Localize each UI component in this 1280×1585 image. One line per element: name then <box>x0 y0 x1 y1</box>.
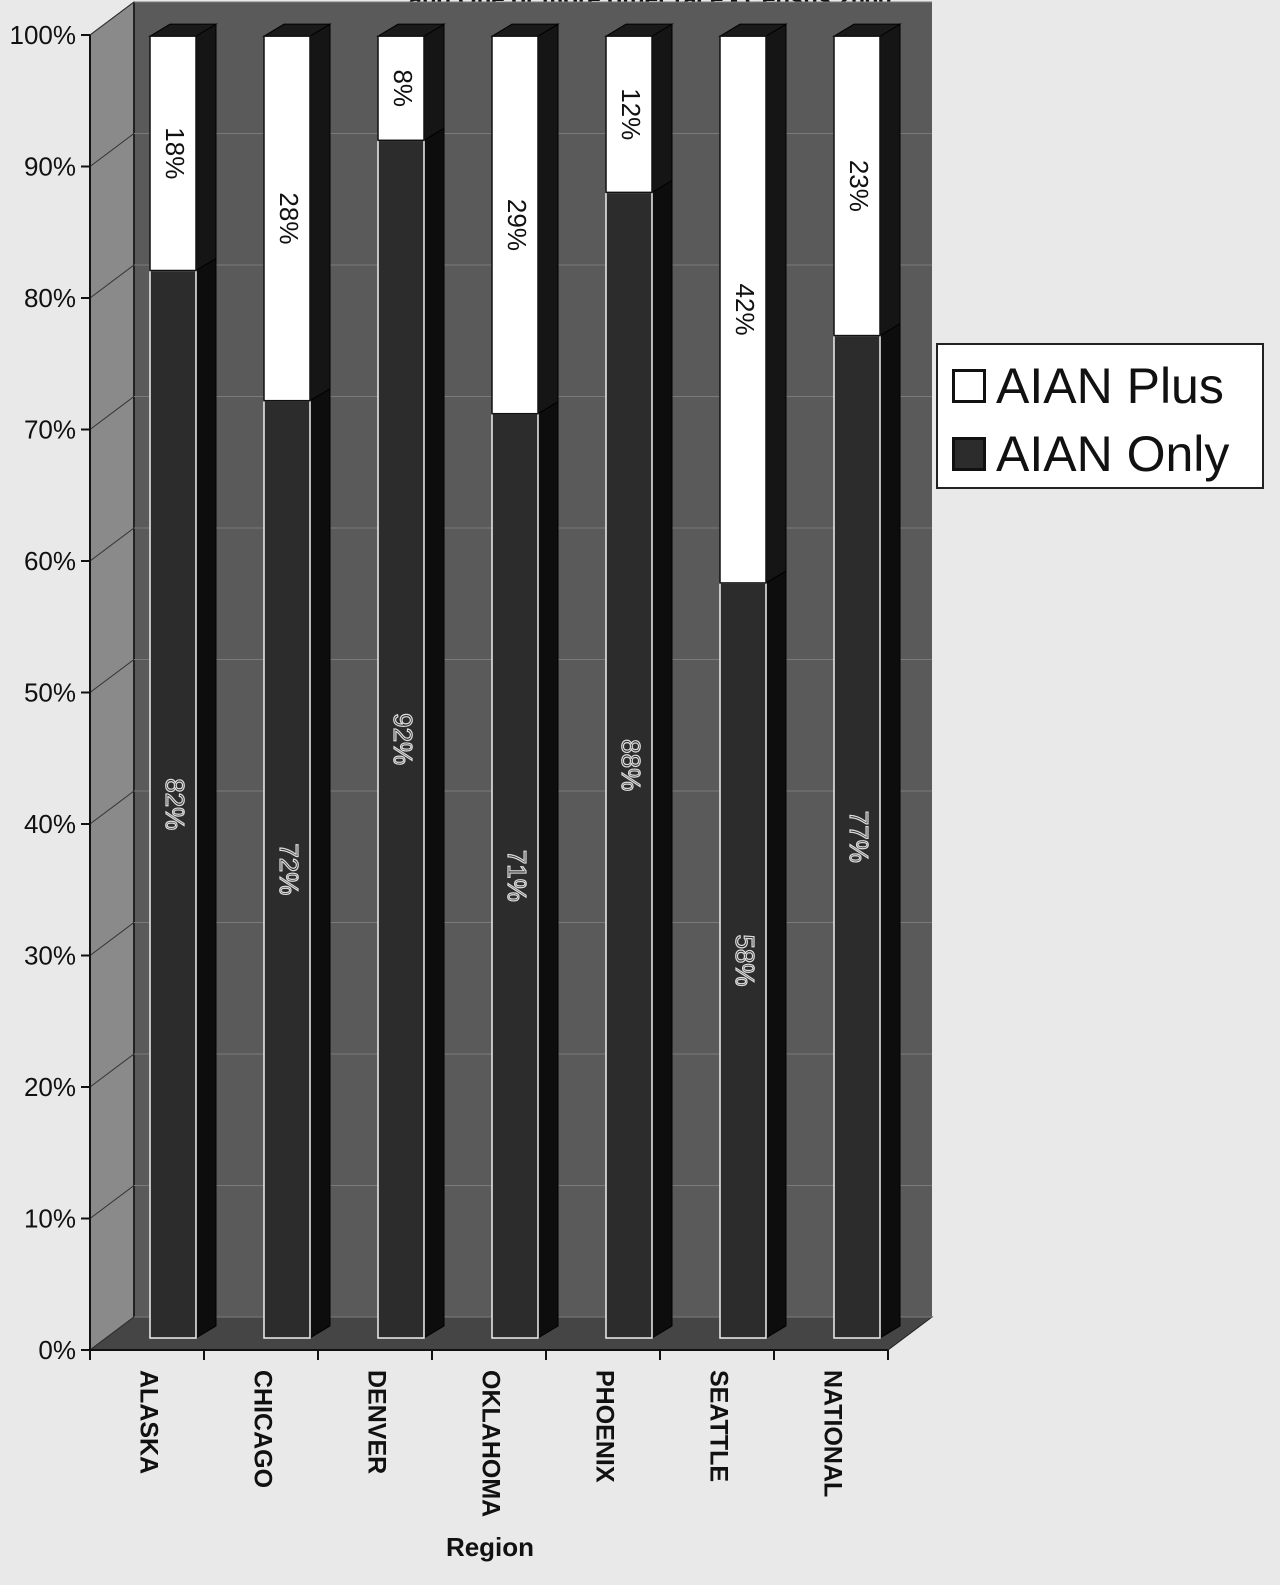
y-tick-label: 80% <box>24 283 76 313</box>
bar-aian-only <box>263 399 311 1339</box>
bar-aian-plus <box>719 35 767 584</box>
y-tick-label: 60% <box>24 546 76 576</box>
bar-side-aian-plus <box>537 23 559 415</box>
x-tick-label: SEATTLE <box>704 1370 732 1482</box>
data-label-aian-plus: 42% <box>730 284 760 336</box>
bar-aian-only <box>833 334 881 1339</box>
gridline-side <box>89 396 135 430</box>
y-tick-label: 40% <box>24 809 76 839</box>
gridline-side <box>89 1053 135 1088</box>
x-tick-label: PHOENIX <box>590 1370 618 1483</box>
bar-side-aian-only <box>651 179 673 1339</box>
bar-aian-only <box>377 139 425 1339</box>
bar-side-aian-only <box>309 387 331 1339</box>
bar-aian-only <box>149 269 197 1339</box>
y-tick-label: 30% <box>24 941 76 971</box>
bar-side-aian-only <box>765 570 787 1339</box>
gridline-side <box>89 264 135 299</box>
gridline-side <box>89 790 135 825</box>
y-tick-label: 70% <box>24 415 76 445</box>
bar-side-aian-plus <box>195 23 217 272</box>
y-tick-label: 90% <box>24 152 76 182</box>
data-label-aian-only: 88% <box>616 739 646 791</box>
data-label-aian-only: 58% <box>730 934 760 986</box>
y-tick-label: 20% <box>24 1072 76 1102</box>
data-label-aian-plus: 28% <box>274 192 304 244</box>
gridline-side <box>89 922 135 956</box>
data-label-aian-plus: 8% <box>388 69 418 107</box>
bar-side-aian-only <box>879 322 901 1339</box>
legend-item-aian-only: AIAN Only <box>952 429 1229 479</box>
legend-label-aian-plus: AIAN Plus <box>996 358 1224 414</box>
bar-side-aian-only <box>195 257 217 1339</box>
bar-aian-plus <box>149 35 197 272</box>
x-tick-label: NATIONAL <box>818 1370 846 1497</box>
gridline-side <box>89 1 135 36</box>
y-tick-label: 100% <box>10 20 77 50</box>
data-label-aian-plus: 23% <box>844 160 874 212</box>
y-tick-label: 0% <box>38 1335 76 1365</box>
bar-side-aian-plus <box>309 23 331 402</box>
y-tick-label: 10% <box>24 1204 76 1234</box>
legend-label-aian-only: AIAN Only <box>996 426 1230 482</box>
data-label-aian-plus: 18% <box>160 127 190 179</box>
data-label-aian-only: 77% <box>844 811 874 863</box>
gridline-side <box>89 527 135 562</box>
x-tick-label: ALASKA <box>134 1370 162 1474</box>
x-tick-label: CHICAGO <box>248 1370 276 1488</box>
legend-item-aian-plus: AIAN Plus <box>952 361 1224 411</box>
bar-side-aian-only <box>537 400 559 1339</box>
bar-aian-plus <box>491 35 539 415</box>
data-label-aian-only: 72% <box>274 843 304 895</box>
legend-swatch-aian-plus <box>952 369 986 403</box>
bar-side-aian-plus <box>765 23 787 584</box>
data-label-aian-only: 92% <box>388 713 418 765</box>
bar-aian-only <box>719 582 767 1339</box>
data-label-aian-plus: 29% <box>502 199 532 251</box>
gridline-side <box>89 659 135 693</box>
bar-aian-only <box>491 412 539 1339</box>
bar-side-aian-plus <box>879 23 901 337</box>
bar-aian-plus <box>263 35 311 402</box>
data-label-aian-only: 71% <box>502 850 532 902</box>
legend: AIAN Plus AIAN Only <box>936 343 1264 489</box>
bar-aian-plus <box>377 35 425 142</box>
y-tick-label: 50% <box>24 678 76 708</box>
gridline-side <box>89 133 135 167</box>
x-tick-label: DENVER <box>362 1370 390 1474</box>
bar-side-aian-plus <box>651 23 673 194</box>
bar-aian-plus <box>833 35 881 337</box>
x-axis-title: Region <box>446 1532 534 1562</box>
data-label-aian-plus: 12% <box>616 88 646 140</box>
x-tick-label: OKLAHOMA <box>476 1370 504 1517</box>
gridline-side <box>89 1185 135 1219</box>
bar-aian-plus <box>605 35 653 194</box>
bar-aian-only <box>605 191 653 1339</box>
gridline-side <box>89 1316 135 1351</box>
legend-swatch-aian-only <box>952 437 986 471</box>
data-label-aian-only: 82% <box>160 778 190 830</box>
bar-side-aian-only <box>423 127 445 1339</box>
bar-side-aian-plus <box>423 23 445 142</box>
